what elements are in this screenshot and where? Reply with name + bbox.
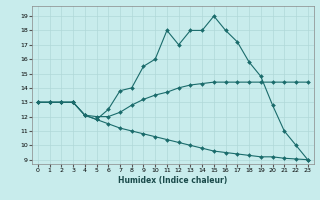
- X-axis label: Humidex (Indice chaleur): Humidex (Indice chaleur): [118, 176, 228, 185]
